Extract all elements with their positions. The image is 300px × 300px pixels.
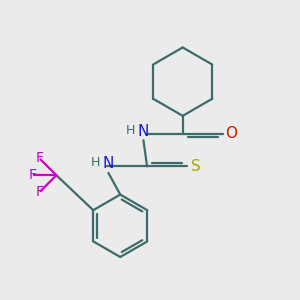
Text: N: N: [103, 157, 114, 172]
Text: F: F: [28, 168, 37, 182]
Text: S: S: [191, 159, 201, 174]
Text: N: N: [138, 124, 149, 139]
Text: O: O: [225, 126, 237, 141]
Text: F: F: [36, 152, 43, 166]
Text: H: H: [90, 156, 100, 169]
Text: H: H: [126, 124, 135, 136]
Text: F: F: [36, 185, 43, 199]
